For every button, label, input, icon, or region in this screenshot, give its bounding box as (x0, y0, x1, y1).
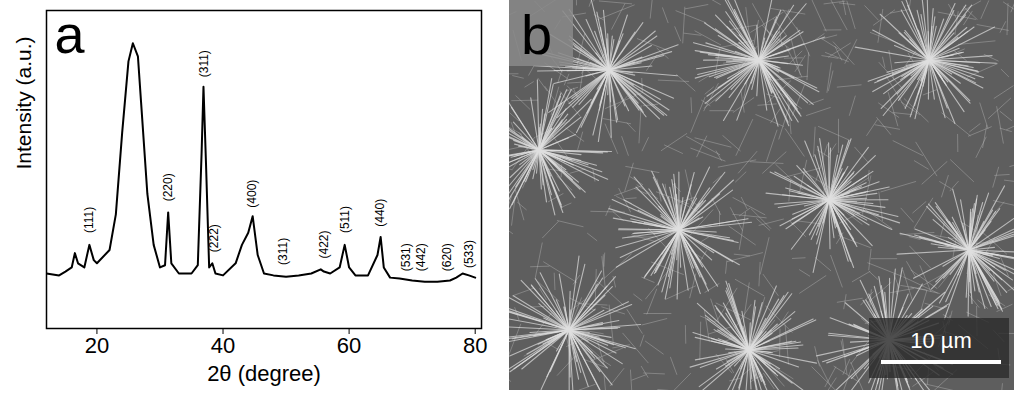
svg-text:(111): (111) (82, 207, 96, 233)
svg-text:b: b (521, 3, 552, 66)
svg-text:(533): (533) (462, 240, 476, 268)
svg-text:(442): (442) (414, 243, 428, 271)
svg-text:60: 60 (337, 333, 361, 358)
svg-text:(222): (222) (207, 224, 221, 252)
svg-text:20: 20 (85, 333, 109, 358)
svg-text:40: 40 (211, 333, 235, 358)
svg-text:10 µm: 10 µm (910, 328, 972, 353)
svg-text:(511): (511) (338, 206, 352, 233)
svg-text:a: a (55, 4, 86, 64)
svg-text:(440): (440) (373, 199, 387, 227)
svg-text:(311): (311) (197, 50, 211, 77)
svg-text:(531): (531) (399, 243, 413, 271)
svg-text:(620): (620) (440, 243, 454, 271)
svg-text:(220): (220) (161, 173, 175, 201)
svg-text:80: 80 (463, 333, 487, 358)
svg-text:(311): (311) (276, 238, 290, 265)
svg-text:(422): (422) (317, 231, 331, 259)
svg-text:Intensity (a.u.): Intensity (a.u.) (12, 36, 35, 169)
svg-text:2θ (degree): 2θ (degree) (207, 361, 321, 386)
svg-text:(400): (400) (245, 180, 259, 208)
